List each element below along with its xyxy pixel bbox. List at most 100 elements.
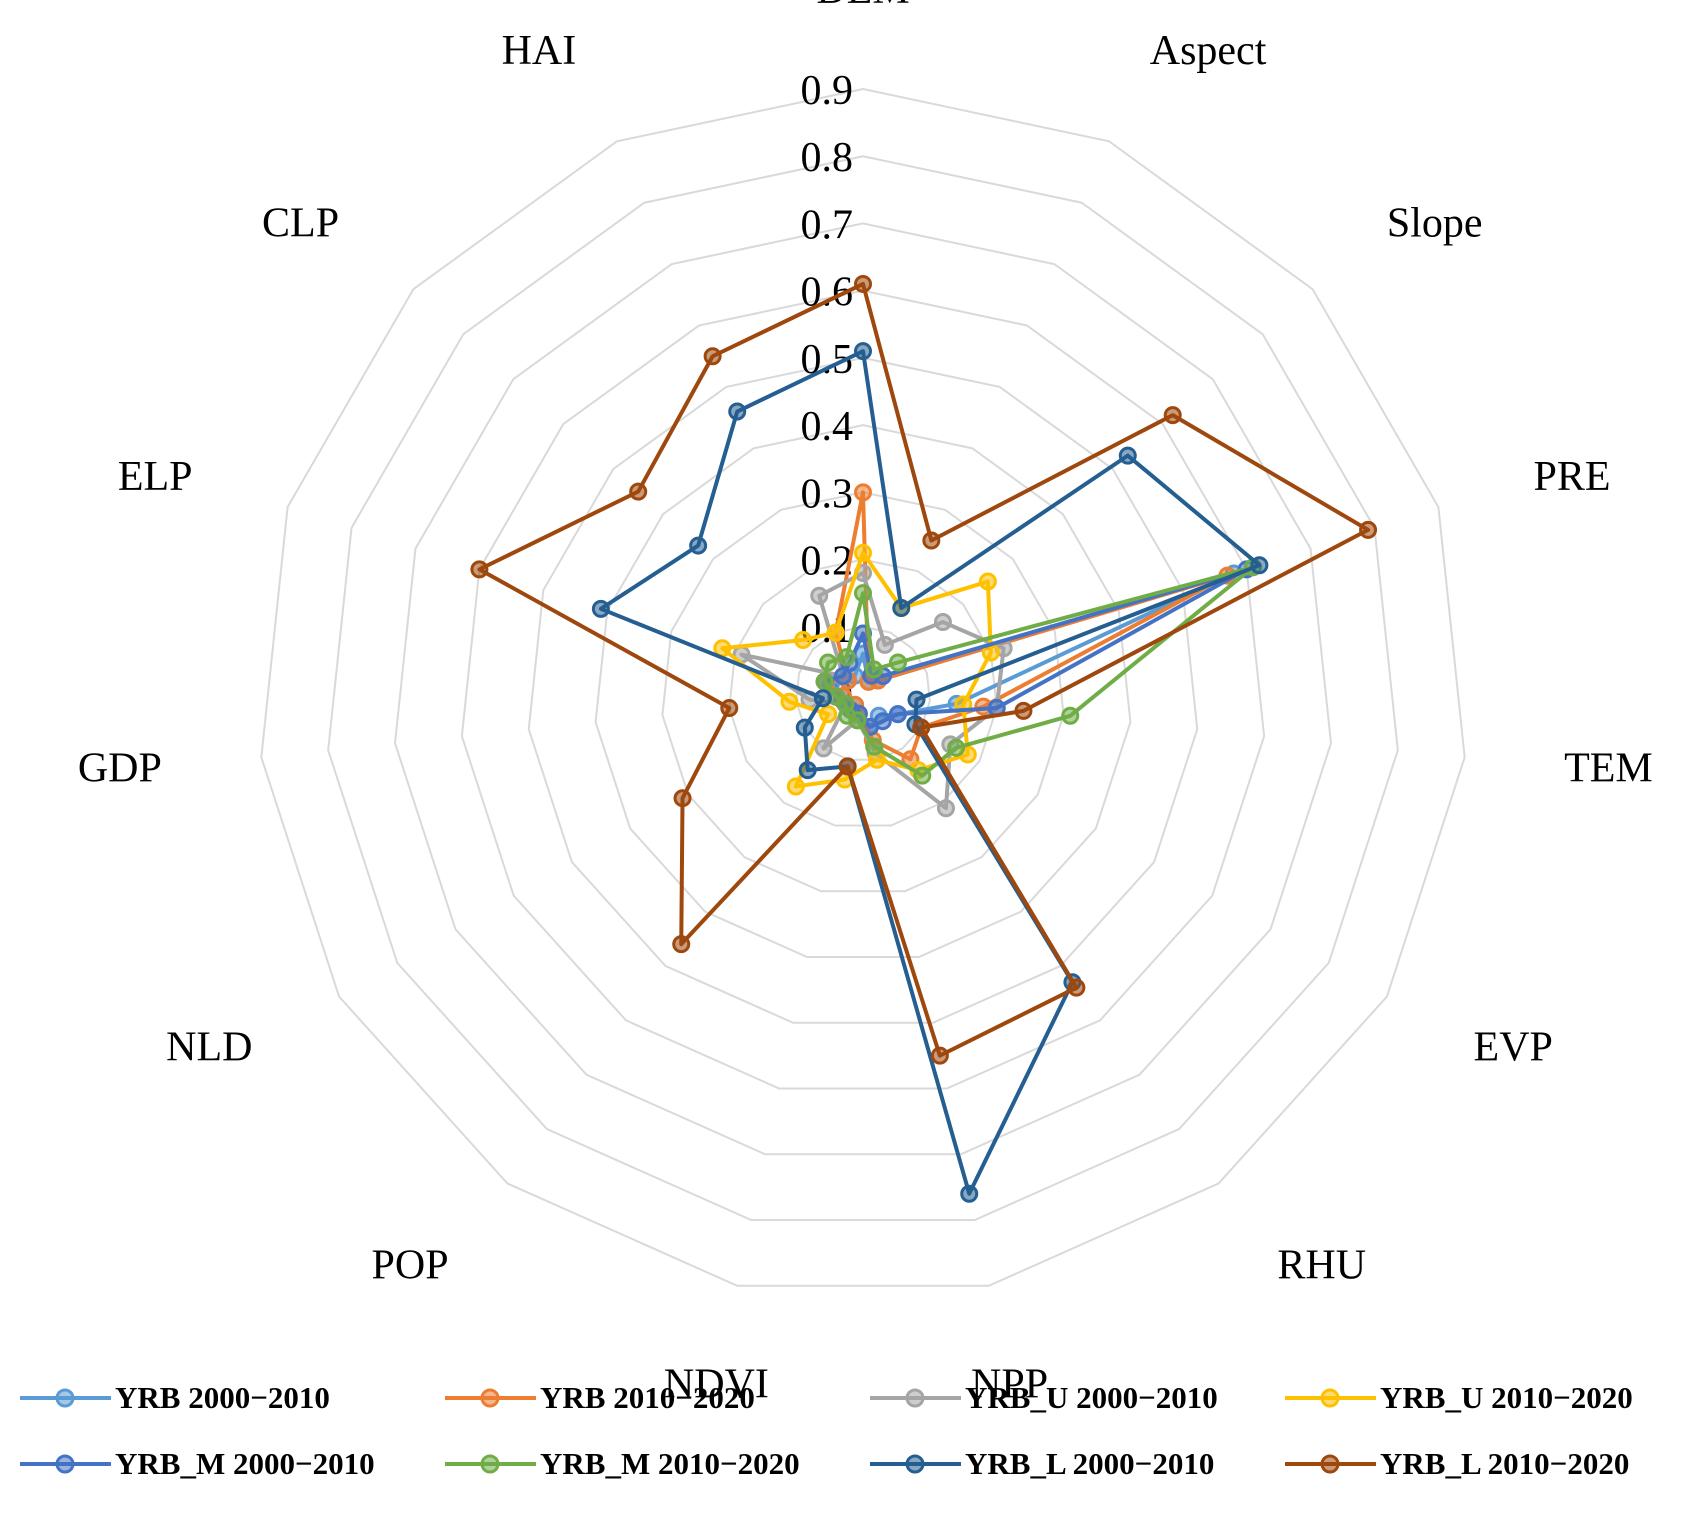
legend-label: YRB_L 2000−2010 (965, 1446, 1215, 1481)
data-point (795, 718, 814, 737)
data-point (470, 560, 489, 579)
radar-grid (260, 87, 1466, 1287)
grid-ring (394, 222, 1332, 1156)
axis-label-pre: PRE (1533, 454, 1610, 500)
data-point (933, 613, 952, 632)
data-point (854, 483, 872, 502)
legend-item: YRB_M 2000−2010 (18, 1442, 375, 1486)
axis-label-clp: CLP (262, 200, 339, 246)
data-point (854, 584, 872, 603)
data-point (689, 536, 708, 555)
grid-ring (795, 625, 931, 761)
legend-label: YRB_U 2000−2010 (965, 1380, 1218, 1415)
data-point (837, 648, 856, 667)
grid-ring (260, 87, 1466, 1287)
axis-label-dem: DEM (816, 0, 909, 13)
legend-item: YRB_U 2000−2010 (868, 1376, 1218, 1420)
data-point (1359, 520, 1378, 539)
data-point (936, 799, 955, 818)
legend-swatch (20, 1388, 111, 1408)
legend-swatch (445, 1388, 536, 1408)
radial-tick-labels: 00.10.20.30.40.50.60.70.80.9 (801, 68, 854, 719)
axis-label-evp: EVP (1474, 1025, 1553, 1071)
series-7 (470, 274, 1378, 1065)
axis-label-rhu: RHU (1277, 1242, 1366, 1288)
legend-swatch (20, 1454, 111, 1474)
data-point (1014, 701, 1033, 720)
legend-item: YRB_L 2000−2010 (868, 1442, 1214, 1486)
data-point (865, 737, 884, 756)
data-point (1163, 406, 1182, 425)
axis-label-elp: ELP (118, 454, 193, 500)
data-point (794, 631, 813, 650)
series-line (720, 550, 993, 789)
data-point (780, 692, 799, 711)
data-point (1061, 706, 1080, 725)
data-point (912, 718, 931, 737)
grid-ring (460, 289, 1266, 1090)
data-point (854, 274, 872, 293)
legend-label: YRB_M 2000−2010 (115, 1446, 375, 1481)
data-point (728, 402, 747, 421)
legend-label: YRB 2010−2020 (540, 1380, 755, 1415)
legend-swatch (870, 1388, 961, 1408)
axis-label-npp: NPP (971, 1362, 1048, 1408)
data-point (854, 342, 872, 361)
legend-item: YRB_L 2010−2020 (1283, 1442, 1629, 1486)
legend-item: YRB 2010−2020 (443, 1376, 755, 1420)
grid-ring (594, 424, 1132, 959)
axis-label-nld: NLD (166, 1025, 252, 1071)
tick-label: 0.4 (801, 404, 854, 450)
data-point (810, 586, 829, 605)
legend-swatch (445, 1454, 536, 1474)
data-point (922, 531, 941, 550)
tick-label: 0.2 (801, 539, 854, 585)
data-point (978, 572, 997, 591)
axis-label-slope: Slope (1387, 200, 1483, 246)
tick-label: 0.9 (801, 68, 854, 114)
data-point (947, 738, 966, 757)
data-point (1118, 446, 1137, 465)
data-point (819, 653, 838, 672)
data-point (907, 690, 926, 709)
data-point (1250, 556, 1269, 575)
tick-label: 0.7 (801, 202, 854, 248)
data-point (838, 757, 857, 776)
axis-label-tem: TEM (1564, 746, 1653, 792)
data-point (591, 599, 610, 618)
grid-ring (327, 155, 1399, 1222)
legend-label: YRB 2000−2010 (115, 1380, 330, 1415)
legend-swatch (870, 1454, 961, 1474)
data-point (826, 623, 845, 642)
axis-label-gdp: GDP (78, 746, 162, 792)
data-point (672, 935, 691, 954)
legend-item: YRB_M 2010−2020 (443, 1442, 800, 1486)
data-point (960, 1184, 979, 1203)
data-series (470, 274, 1378, 1203)
data-point (854, 543, 872, 562)
tick-label: 0.3 (801, 471, 854, 517)
data-point (786, 777, 805, 796)
legend-label: YRB_U 2010−2020 (1380, 1380, 1633, 1415)
data-point (864, 660, 883, 679)
legend-label: YRB_L 2010−2020 (1380, 1446, 1630, 1481)
data-point (875, 635, 894, 654)
axis-label-pop: POP (372, 1242, 449, 1288)
data-point (815, 672, 834, 691)
data-point (703, 347, 722, 366)
data-point (913, 766, 932, 785)
data-point (673, 789, 692, 808)
legend-item: YRB_U 2010−2020 (1283, 1376, 1633, 1420)
data-point (813, 689, 832, 708)
series-5 (815, 558, 1262, 785)
data-point (814, 739, 833, 758)
series-line (822, 565, 1255, 778)
data-point (888, 705, 907, 724)
data-point (888, 653, 907, 672)
data-point (798, 761, 817, 780)
grid-ring (661, 491, 1065, 893)
tick-label: 0.8 (801, 135, 854, 181)
data-point (629, 482, 648, 501)
legend-swatch (1285, 1454, 1376, 1474)
